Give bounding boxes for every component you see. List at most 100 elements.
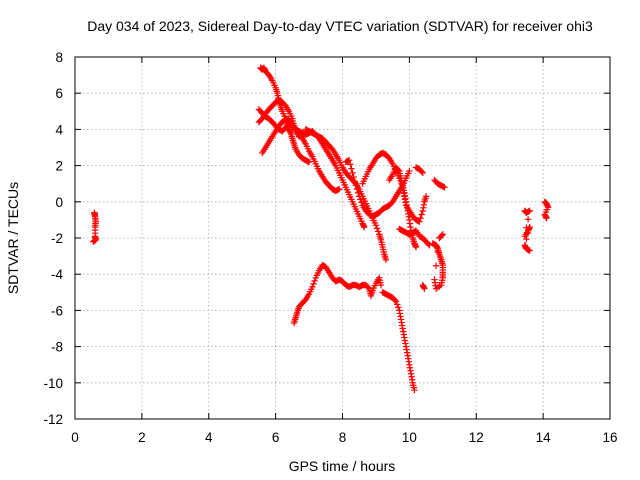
data-point xyxy=(406,167,413,175)
y-tick-label: -6 xyxy=(51,303,63,318)
data-point xyxy=(412,243,420,251)
y-tick-label: -12 xyxy=(43,412,63,427)
data-point xyxy=(295,133,303,140)
data-point xyxy=(419,169,426,177)
data-point xyxy=(524,216,532,223)
data-point xyxy=(348,165,355,172)
data-point xyxy=(311,277,318,285)
x-tick-label: 8 xyxy=(339,430,347,445)
y-tick-label: -8 xyxy=(51,340,63,355)
series-arc13 xyxy=(429,231,447,292)
data-point xyxy=(421,285,428,292)
data-point xyxy=(416,218,423,225)
x-tick-label: 10 xyxy=(402,430,417,445)
series-arc16 xyxy=(379,289,418,394)
data-point xyxy=(422,193,430,200)
data-point xyxy=(440,183,447,190)
series-arc15 xyxy=(290,261,385,327)
data-point xyxy=(526,207,533,215)
x-tick-label: 6 xyxy=(272,430,280,445)
series-arc18 xyxy=(541,198,552,222)
data-point xyxy=(434,248,441,256)
y-tick-label: 0 xyxy=(55,195,63,210)
data-point xyxy=(392,298,400,305)
data-point xyxy=(334,186,342,193)
data-point xyxy=(395,304,402,311)
data-point xyxy=(357,196,364,203)
data-point xyxy=(426,242,433,249)
data-point xyxy=(305,158,313,166)
series-arc11 xyxy=(412,164,426,177)
y-tick-label: -10 xyxy=(43,376,63,391)
data-point xyxy=(523,236,530,243)
data-point xyxy=(525,246,532,254)
data-point xyxy=(310,280,317,288)
series-arc6 xyxy=(302,126,390,263)
data-point xyxy=(345,156,353,164)
data-point xyxy=(309,283,316,291)
x-tick-label: 12 xyxy=(469,430,484,445)
data-point xyxy=(350,173,357,181)
data-point xyxy=(525,208,532,215)
x-tick-label: 4 xyxy=(205,430,213,445)
data-point xyxy=(438,232,445,239)
y-tick-label: -2 xyxy=(51,231,63,246)
data-points xyxy=(90,64,552,394)
data-point xyxy=(351,178,358,185)
x-tick-label: 2 xyxy=(138,430,146,445)
data-point xyxy=(441,184,448,191)
data-point xyxy=(364,284,372,291)
series-arc10 xyxy=(396,225,433,249)
data-point xyxy=(524,229,532,237)
x-tick-label: 16 xyxy=(602,430,617,445)
x-tick-label: 14 xyxy=(536,430,552,445)
data-point xyxy=(418,168,425,175)
series-arc9 xyxy=(386,164,430,225)
x-axis-label: GPS time / hours xyxy=(289,458,396,474)
gridlines xyxy=(75,57,610,419)
series-arc1 xyxy=(90,209,99,245)
data-point xyxy=(431,276,438,283)
data-point xyxy=(335,185,343,193)
series-arc3 xyxy=(255,106,343,195)
data-point xyxy=(361,223,368,231)
data-point xyxy=(353,185,361,193)
series-arc14 xyxy=(419,281,428,292)
y-tick-label: 2 xyxy=(55,159,63,174)
y-tick-label: 8 xyxy=(55,50,63,65)
data-point xyxy=(395,166,402,174)
data-point xyxy=(90,238,97,245)
data-point xyxy=(526,247,533,254)
chart-title: Day 034 of 2023, Sidereal Day-to-day VTE… xyxy=(87,18,593,34)
y-tick-label: 6 xyxy=(55,86,63,101)
y-axis-label: SDTVAR / TECUs xyxy=(5,182,21,294)
data-point xyxy=(372,222,380,229)
data-point xyxy=(439,231,447,238)
data-point xyxy=(352,182,360,189)
data-point xyxy=(417,214,424,222)
data-point xyxy=(354,189,362,196)
series-arc12 xyxy=(431,176,448,191)
y-tick-label: -4 xyxy=(51,267,63,282)
data-point xyxy=(526,223,533,231)
data-point xyxy=(374,228,382,235)
data-point xyxy=(418,211,425,218)
data-point xyxy=(349,169,356,177)
series-arc17 xyxy=(521,207,533,254)
series-arc5 xyxy=(255,97,303,140)
data-point xyxy=(393,301,401,308)
data-point xyxy=(382,256,390,263)
data-point xyxy=(347,161,354,168)
axis-ticks: 0 2 4 6 8 10 12 14 16 -12 -10 -8 -6 -4 -2 0 2 4 6 8 xyxy=(43,50,617,445)
data-point xyxy=(358,199,365,206)
data-point xyxy=(373,225,381,232)
data-point xyxy=(425,240,432,248)
data-point xyxy=(411,386,418,394)
data-point xyxy=(90,237,98,245)
x-tick-label: 0 xyxy=(71,430,79,445)
data-point xyxy=(377,281,385,289)
data-point xyxy=(432,262,440,269)
y-tick-label: 4 xyxy=(55,122,63,137)
data-point xyxy=(356,193,363,200)
